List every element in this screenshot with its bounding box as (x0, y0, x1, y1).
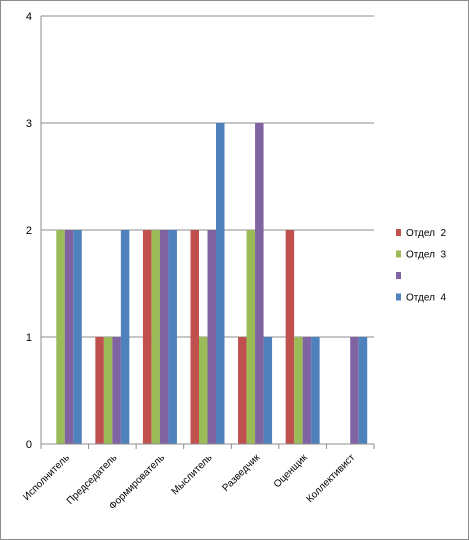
legend-swatch (396, 272, 401, 279)
bar (216, 123, 225, 444)
bar (159, 230, 169, 444)
bar (311, 337, 320, 444)
x-tick-label: Оценщик (272, 452, 310, 490)
bar (103, 337, 113, 444)
y-tick-label: 3 (26, 118, 32, 130)
x-tick-label: Разведчик (221, 452, 263, 494)
bar (358, 337, 368, 444)
legend: Отдел 2 Отдел 3 Отдел 4 (396, 228, 446, 304)
bar (64, 230, 74, 444)
legend-swatch (396, 250, 401, 258)
legend-label: Отдел 4 (406, 293, 446, 304)
legend-label: Отдел 3 (406, 250, 446, 261)
y-tick-labels: 0 1 2 3 4 (26, 11, 32, 451)
x-tick-label: Председатель (65, 452, 120, 507)
bar (255, 123, 264, 444)
bar (151, 230, 160, 444)
bar (350, 337, 359, 444)
bar (246, 230, 256, 444)
bar (95, 337, 104, 444)
bar (190, 230, 199, 444)
bar (238, 337, 247, 444)
bar (112, 337, 121, 444)
legend-swatch (396, 293, 401, 301)
bar (56, 230, 65, 444)
bar (302, 337, 312, 444)
bar (285, 230, 295, 444)
x-tick-label: Мыслитель (170, 452, 215, 497)
y-tick-label: 4 (26, 11, 32, 23)
bar (142, 230, 152, 444)
legend-swatch (396, 229, 401, 236)
x-tick-label: Коллективист (305, 452, 358, 505)
bar (120, 230, 130, 444)
x-tick-label: Исполнитель (21, 452, 72, 503)
y-tick-label: 0 (26, 439, 32, 451)
axes (40, 16, 375, 449)
y-tick-label: 1 (26, 332, 32, 344)
bar (73, 230, 82, 444)
bar (263, 337, 273, 444)
bar (199, 337, 208, 444)
bar (294, 337, 303, 444)
bar (207, 230, 216, 444)
bars (56, 123, 368, 444)
legend-label: Отдел 2 (406, 228, 446, 239)
bar (168, 230, 177, 444)
y-tick-label: 2 (26, 225, 32, 237)
